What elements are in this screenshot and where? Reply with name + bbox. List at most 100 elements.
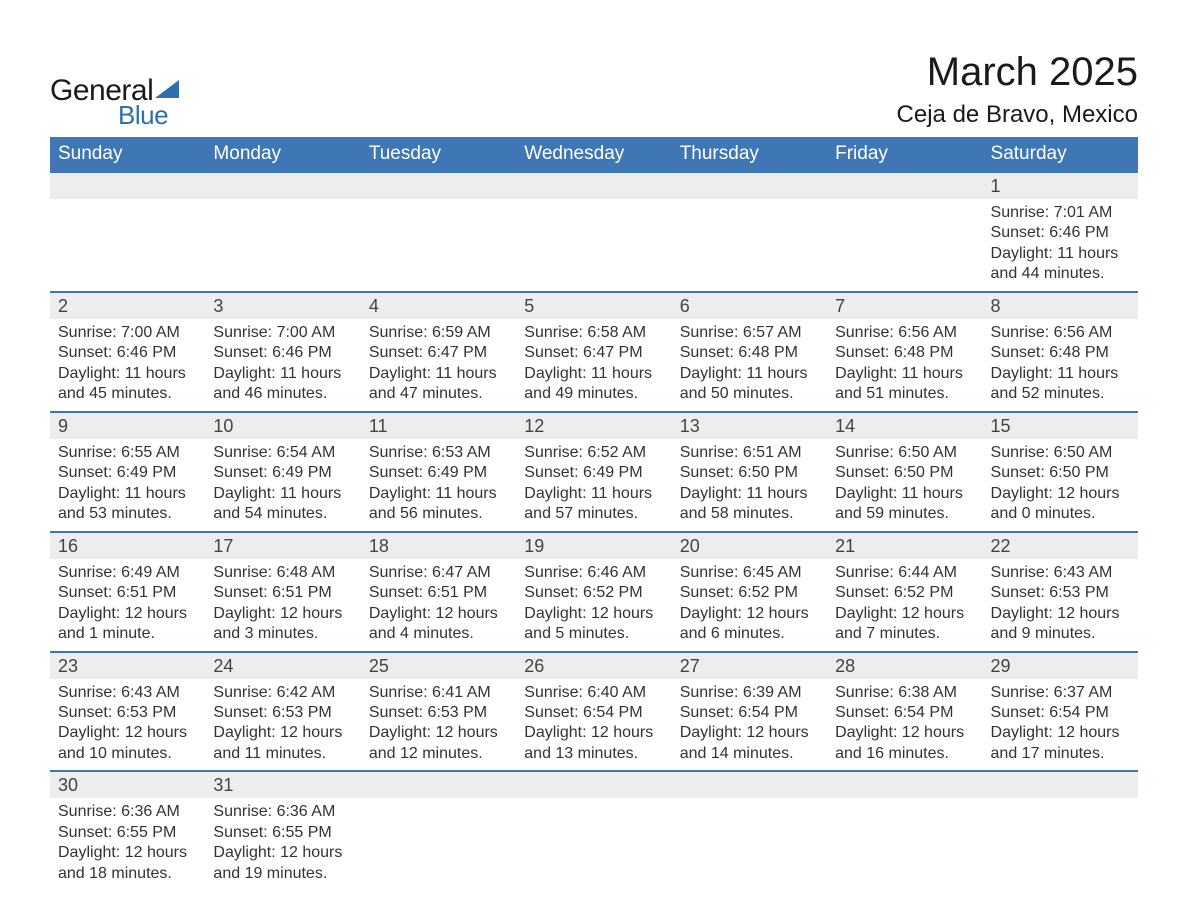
sunrise-text: Sunrise: 6:52 AM <box>524 443 663 463</box>
daylight2-text: and 4 minutes. <box>369 624 508 644</box>
day-number: 31 <box>205 772 360 798</box>
daylight2-text: and 5 minutes. <box>524 624 663 644</box>
sunset-text: Sunset: 6:47 PM <box>524 343 663 363</box>
day-cell: Sunrise: 6:39 AMSunset: 6:54 PMDaylight:… <box>672 679 827 771</box>
sunrise-text: Sunrise: 6:50 AM <box>991 443 1130 463</box>
day-cell: Sunrise: 6:56 AMSunset: 6:48 PMDaylight:… <box>827 319 982 411</box>
day-cell: Sunrise: 6:37 AMSunset: 6:54 PMDaylight:… <box>983 679 1138 771</box>
sunrise-text: Sunrise: 6:50 AM <box>835 443 974 463</box>
daylight1-text: Daylight: 12 hours <box>991 484 1130 504</box>
day-number: 29 <box>983 653 1138 679</box>
sunset-text: Sunset: 6:49 PM <box>524 463 663 483</box>
daylight2-text: and 6 minutes. <box>680 624 819 644</box>
brand-triangle-icon <box>155 80 179 98</box>
daylight1-text: Daylight: 11 hours <box>991 364 1130 384</box>
daylight2-text: and 58 minutes. <box>680 504 819 524</box>
sunrise-text: Sunrise: 6:46 AM <box>524 563 663 583</box>
day-cell: Sunrise: 6:50 AMSunset: 6:50 PMDaylight:… <box>983 439 1138 531</box>
sunset-text: Sunset: 6:49 PM <box>369 463 508 483</box>
daylight2-text: and 0 minutes. <box>991 504 1130 524</box>
sunrise-text: Sunrise: 6:54 AM <box>213 443 352 463</box>
day-number: 4 <box>361 293 516 319</box>
day-data-row: Sunrise: 6:36 AMSunset: 6:55 PMDaylight:… <box>50 798 1138 890</box>
day-number: 22 <box>983 533 1138 559</box>
daylight2-text: and 56 minutes. <box>369 504 508 524</box>
day-cell-empty <box>827 199 982 283</box>
sunset-text: Sunset: 6:47 PM <box>369 343 508 363</box>
sunrise-text: Sunrise: 6:49 AM <box>58 563 197 583</box>
day-cell: Sunrise: 6:43 AMSunset: 6:53 PMDaylight:… <box>50 679 205 771</box>
daylight1-text: Daylight: 11 hours <box>991 244 1130 264</box>
daylight1-text: Daylight: 11 hours <box>835 364 974 384</box>
weekday-header: Monday <box>205 137 360 172</box>
day-cell: Sunrise: 6:41 AMSunset: 6:53 PMDaylight:… <box>361 679 516 771</box>
sunrise-text: Sunrise: 6:56 AM <box>991 323 1130 343</box>
day-cell: Sunrise: 6:49 AMSunset: 6:51 PMDaylight:… <box>50 559 205 651</box>
day-number: 7 <box>827 293 982 319</box>
day-number: 3 <box>205 293 360 319</box>
daylight2-text: and 14 minutes. <box>680 744 819 764</box>
day-number: 24 <box>205 653 360 679</box>
day-cell: Sunrise: 6:53 AMSunset: 6:49 PMDaylight:… <box>361 439 516 531</box>
day-number: 16 <box>50 533 205 559</box>
day-number-row: 23242526272829 <box>50 652 1138 679</box>
day-number: 21 <box>827 533 982 559</box>
daylight1-text: Daylight: 11 hours <box>680 484 819 504</box>
sunset-text: Sunset: 6:53 PM <box>58 703 197 723</box>
daylight2-text: and 17 minutes. <box>991 744 1130 764</box>
weekday-header: Tuesday <box>361 137 516 172</box>
day-cell: Sunrise: 6:45 AMSunset: 6:52 PMDaylight:… <box>672 559 827 651</box>
sunrise-text: Sunrise: 6:40 AM <box>524 683 663 703</box>
daylight1-text: Daylight: 11 hours <box>369 364 508 384</box>
day-number-empty <box>672 772 827 798</box>
day-number: 26 <box>516 653 671 679</box>
sunrise-text: Sunrise: 6:41 AM <box>369 683 508 703</box>
daylight1-text: Daylight: 12 hours <box>369 723 508 743</box>
day-number-empty <box>827 173 982 199</box>
day-number-row: 2345678 <box>50 292 1138 319</box>
day-cell: Sunrise: 6:38 AMSunset: 6:54 PMDaylight:… <box>827 679 982 771</box>
sunset-text: Sunset: 6:50 PM <box>680 463 819 483</box>
day-number: 13 <box>672 413 827 439</box>
sunset-text: Sunset: 6:50 PM <box>991 463 1130 483</box>
daylight2-text: and 54 minutes. <box>213 504 352 524</box>
day-number-empty <box>516 173 671 199</box>
day-cell: Sunrise: 6:47 AMSunset: 6:51 PMDaylight:… <box>361 559 516 651</box>
day-cell-empty <box>50 199 205 283</box>
daylight2-text: and 57 minutes. <box>524 504 663 524</box>
sunset-text: Sunset: 6:54 PM <box>524 703 663 723</box>
day-number: 23 <box>50 653 205 679</box>
day-cell: Sunrise: 6:51 AMSunset: 6:50 PMDaylight:… <box>672 439 827 531</box>
daylight1-text: Daylight: 11 hours <box>369 484 508 504</box>
daylight1-text: Daylight: 12 hours <box>991 604 1130 624</box>
sunset-text: Sunset: 6:52 PM <box>524 583 663 603</box>
sunrise-text: Sunrise: 6:58 AM <box>524 323 663 343</box>
daylight1-text: Daylight: 11 hours <box>680 364 819 384</box>
day-cell: Sunrise: 6:42 AMSunset: 6:53 PMDaylight:… <box>205 679 360 771</box>
day-number: 5 <box>516 293 671 319</box>
weekday-header-row: Sunday Monday Tuesday Wednesday Thursday… <box>50 137 1138 172</box>
day-cell-empty <box>516 199 671 283</box>
day-cell: Sunrise: 6:48 AMSunset: 6:51 PMDaylight:… <box>205 559 360 651</box>
sunset-text: Sunset: 6:49 PM <box>213 463 352 483</box>
daylight2-text: and 52 minutes. <box>991 384 1130 404</box>
daylight1-text: Daylight: 11 hours <box>213 364 352 384</box>
sunrise-text: Sunrise: 6:56 AM <box>835 323 974 343</box>
day-number: 15 <box>983 413 1138 439</box>
sunset-text: Sunset: 6:48 PM <box>991 343 1130 363</box>
sunrise-text: Sunrise: 6:44 AM <box>835 563 974 583</box>
sunset-text: Sunset: 6:54 PM <box>680 703 819 723</box>
day-cell: Sunrise: 6:43 AMSunset: 6:53 PMDaylight:… <box>983 559 1138 651</box>
day-data-row: Sunrise: 7:01 AMSunset: 6:46 PMDaylight:… <box>50 199 1138 292</box>
day-cell: Sunrise: 6:52 AMSunset: 6:49 PMDaylight:… <box>516 439 671 531</box>
daylight2-text: and 49 minutes. <box>524 384 663 404</box>
location-subtitle: Ceja de Bravo, Mexico <box>897 101 1138 129</box>
daylight1-text: Daylight: 12 hours <box>991 723 1130 743</box>
day-cell: Sunrise: 6:50 AMSunset: 6:50 PMDaylight:… <box>827 439 982 531</box>
day-number-row: 3031 <box>50 771 1138 798</box>
sunrise-text: Sunrise: 6:48 AM <box>213 563 352 583</box>
day-cell-empty <box>983 798 1138 882</box>
day-cell: Sunrise: 7:01 AMSunset: 6:46 PMDaylight:… <box>983 199 1138 291</box>
sunset-text: Sunset: 6:51 PM <box>58 583 197 603</box>
sunset-text: Sunset: 6:53 PM <box>213 703 352 723</box>
